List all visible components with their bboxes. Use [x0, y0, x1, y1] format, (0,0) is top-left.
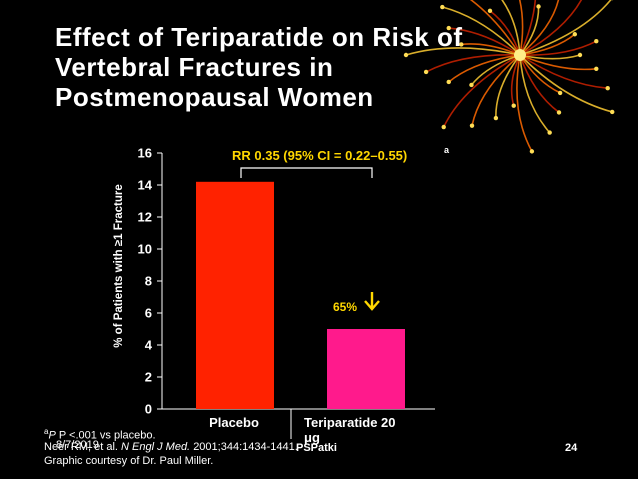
firework-spark [446, 25, 451, 31]
firework-ray [518, 0, 524, 56]
rr-annotation: RR 0.35 (95% CI = 0.22–0.55) [232, 148, 407, 163]
firework-spark [536, 4, 541, 9]
y-tick-label: 14 [138, 178, 153, 193]
firework-spark [493, 115, 499, 121]
y-tick-label: 10 [138, 242, 152, 257]
firework-ray [519, 54, 597, 71]
firework-ray [469, 0, 521, 56]
firework-ray [471, 54, 521, 126]
firework-ray [519, 0, 537, 56]
firework-ray [425, 54, 521, 73]
firework-ray [442, 6, 521, 56]
firework-spark [487, 8, 493, 14]
footnote-marker: a [44, 427, 49, 436]
firework-core [514, 49, 526, 61]
bar-placebo [196, 181, 274, 409]
footnote-p-text: P <.001 vs placebo. [55, 429, 156, 442]
firework-ray [405, 47, 521, 56]
firework-ray [519, 0, 560, 56]
firework-ray [442, 54, 521, 128]
x-category-label: Teriparatide 20 [304, 415, 396, 430]
title-line-2: Vertebral Fractures in [55, 52, 334, 82]
firework-ray [448, 54, 521, 83]
firework-spark [594, 39, 599, 44]
firework-ray [519, 54, 608, 89]
title-line-1: Effect of Teriparatide on Risk of [55, 22, 463, 52]
y-tick-label: 16 [138, 146, 152, 161]
y-tick-label: 8 [145, 274, 152, 289]
slide-date: 8/7/2019 [56, 439, 99, 451]
firework-ray [495, 54, 521, 119]
firework-spark [441, 124, 446, 130]
firework-spark [469, 82, 474, 88]
y-tick-label: 6 [145, 306, 152, 321]
page-number: 24 [565, 442, 578, 454]
firework-spark [423, 69, 429, 75]
y-tick-label: 4 [145, 338, 153, 353]
firework-spark [610, 109, 615, 115]
firework-ray [519, 54, 551, 134]
firework-spark [556, 110, 562, 115]
firework-spark [511, 103, 516, 108]
x-category-label: Placebo [209, 415, 259, 430]
firework-ray [519, 54, 613, 113]
y-tick-label: 2 [145, 370, 152, 385]
citation-journal: N Engl J Med. [121, 441, 191, 453]
firework-spark [572, 32, 578, 37]
firework-spark [557, 90, 563, 96]
firework-spark [440, 4, 445, 10]
firework-spark [577, 52, 583, 58]
firework-spark [469, 123, 475, 128]
down-arrow-icon [364, 292, 380, 311]
y-tick-label: 12 [138, 210, 152, 225]
firework-ray [448, 27, 521, 56]
title-line-3: Postmenopausal Women [55, 82, 374, 112]
citation-authors: Neer RM, et al. [44, 441, 118, 453]
y-tick-label: 0 [145, 402, 152, 417]
rr-bracket [240, 167, 373, 178]
firework-spark [446, 79, 451, 85]
firework-ray [519, 0, 612, 56]
firework-ray [519, 0, 583, 56]
firework-spark [459, 42, 464, 47]
firework-ray [519, 54, 560, 114]
firework-spark [529, 149, 535, 154]
bar-teriparatide [327, 329, 405, 409]
footnote-significance: aP P <.001 vs placebo. [44, 425, 156, 443]
x-category-label: μg [304, 430, 320, 445]
firework-ray [519, 40, 597, 56]
citation-ref: 2001;344:1434-1441. [193, 441, 298, 453]
firework-ray [516, 54, 533, 152]
firework-spark [403, 52, 409, 58]
y-axis-label: % of Patients with ≥1 Fracture [113, 184, 125, 348]
firework-ray [501, 0, 521, 56]
rr-annotation-marker: a [444, 145, 450, 155]
firework-spark [594, 66, 599, 71]
slide-title: Effect of Teriparatide on Risk of Verteb… [55, 22, 615, 112]
slide-author: PSPatki [296, 442, 337, 454]
footnote-citation: Neer RM, et al. N Engl J Med. 2001;344:1… [44, 441, 298, 454]
firework-spark [605, 85, 610, 91]
reduction-annotation: 65% [333, 300, 357, 314]
firework-spark [547, 130, 552, 135]
footnote-credit: Graphic courtesy of Dr. Paul Miller. [44, 455, 214, 467]
footnote-p: P [48, 429, 56, 442]
